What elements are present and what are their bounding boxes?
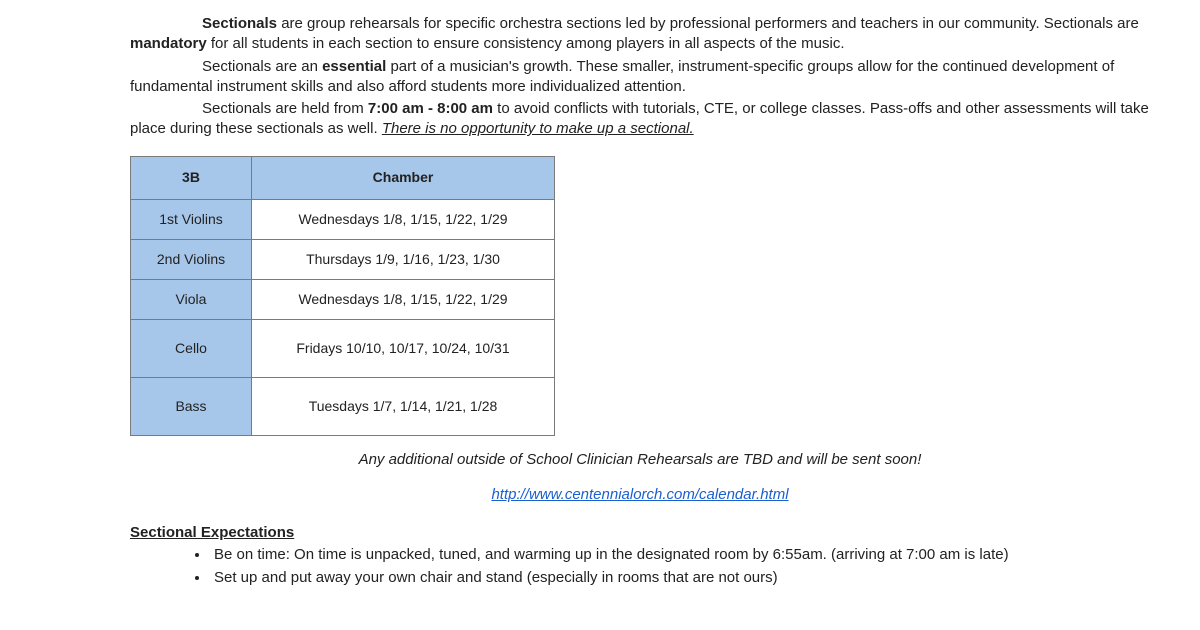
list-item: Be on time: On time is unpacked, tuned, …: [210, 545, 1150, 565]
section-cell: Viola: [131, 279, 252, 319]
table-header-schedule: Chamber: [252, 156, 555, 199]
table-header-section: 3B: [131, 156, 252, 199]
schedule-cell: Wednesdays 1/8, 1/15, 1/22, 1/29: [252, 199, 555, 239]
clinician-footnote: Any additional outside of School Clinici…: [130, 450, 1150, 470]
schedule-cell: Fridays 10/10, 10/17, 10/24, 10/31: [252, 319, 555, 377]
document-page: Sectionals are group rehearsals for spec…: [0, 0, 1200, 588]
calendar-link-row: http://www.centennialorch.com/calendar.h…: [130, 485, 1150, 505]
p2-bold: essential: [322, 58, 386, 75]
table-row: BassTuesdays 1/7, 1/14, 1/21, 1/28: [131, 377, 555, 435]
sectionals-schedule-table: 3B Chamber 1st ViolinsWednesdays 1/8, 1/…: [130, 156, 555, 436]
section-cell: Cello: [131, 319, 252, 377]
table-row: 2nd ViolinsThursdays 1/9, 1/16, 1/23, 1/…: [131, 239, 555, 279]
table-row: 1st ViolinsWednesdays 1/8, 1/15, 1/22, 1…: [131, 199, 555, 239]
intro-paragraph-2: Sectionals are an essential part of a mu…: [130, 57, 1150, 98]
p3-bold: 7:00 am - 8:00 am: [368, 100, 493, 117]
p2-text-a: Sectionals are an: [202, 58, 322, 75]
expectations-list: Be on time: On time is unpacked, tuned, …: [130, 545, 1150, 588]
schedule-cell: Wednesdays 1/8, 1/15, 1/22, 1/29: [252, 279, 555, 319]
expectations-heading: Sectional Expectations: [130, 523, 1150, 543]
section-cell: Bass: [131, 377, 252, 435]
schedule-cell: Tuesdays 1/7, 1/14, 1/21, 1/28: [252, 377, 555, 435]
table-header-row: 3B Chamber: [131, 156, 555, 199]
p3-text-a: Sectionals are held from: [202, 100, 368, 117]
p1-text-a: are group rehearsals for specific orches…: [277, 15, 1139, 32]
table-row: CelloFridays 10/10, 10/17, 10/24, 10/31: [131, 319, 555, 377]
intro-paragraph-3: Sectionals are held from 7:00 am - 8:00 …: [130, 99, 1150, 140]
lead-word: Sectionals: [202, 15, 277, 32]
p3-underline: There is no opportunity to make up a sec…: [382, 120, 694, 137]
bottom-fade: [0, 590, 1200, 630]
calendar-link[interactable]: http://www.centennialorch.com/calendar.h…: [491, 486, 788, 503]
list-item: Set up and put away your own chair and s…: [210, 568, 1150, 588]
section-cell: 1st Violins: [131, 199, 252, 239]
table-row: ViolaWednesdays 1/8, 1/15, 1/22, 1/29: [131, 279, 555, 319]
section-cell: 2nd Violins: [131, 239, 252, 279]
p1-bold: mandatory: [130, 35, 207, 52]
schedule-cell: Thursdays 1/9, 1/16, 1/23, 1/30: [252, 239, 555, 279]
p1-text-b: for all students in each section to ensu…: [207, 35, 845, 52]
intro-paragraph-1: Sectionals are group rehearsals for spec…: [130, 14, 1150, 55]
table-body: 1st ViolinsWednesdays 1/8, 1/15, 1/22, 1…: [131, 199, 555, 435]
